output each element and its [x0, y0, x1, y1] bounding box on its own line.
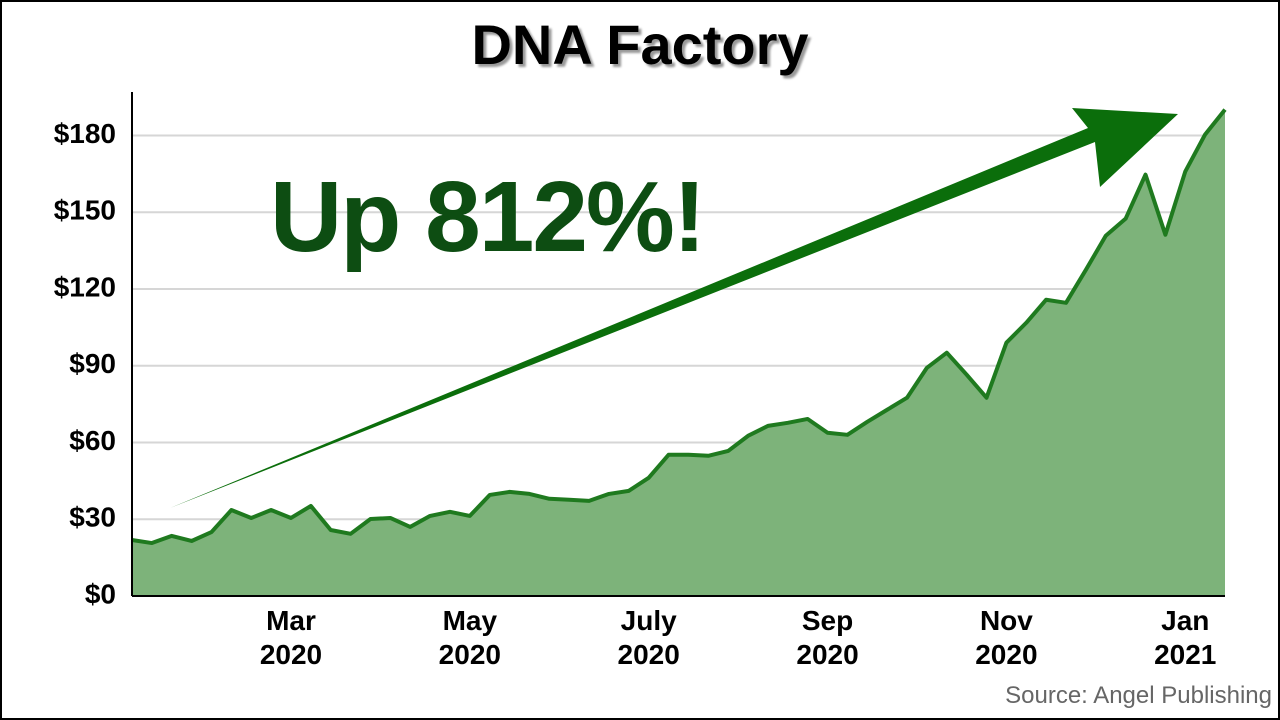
y-tick-label: $120: [54, 271, 116, 302]
area: [132, 109, 1225, 596]
y-tick-label: $90: [69, 348, 116, 379]
y-tick-label: $30: [69, 502, 116, 533]
y-tick-label: $60: [69, 425, 116, 456]
line: [131, 108, 1227, 546]
annotation: Up 812%!: [270, 161, 706, 273]
x-tick-label: Jan 2021: [1154, 605, 1217, 670]
chart-title: DNA Factory: [471, 13, 809, 76]
y-tick-label: $0: [85, 578, 116, 609]
y-tick-label: $150: [54, 195, 116, 226]
source: Source: Angel Publishing: [1005, 682, 1272, 709]
x-tick-label: Nov 2020: [975, 605, 1038, 670]
x-tick-label: Mar 2020: [259, 605, 323, 670]
y-tick-label: $180: [54, 118, 116, 149]
x-tick-label: July 2020: [617, 605, 680, 670]
x-tick-label: Sep 2020: [796, 605, 859, 670]
x-tick-label: May 2020: [438, 605, 501, 670]
trend-arrow: [170, 108, 1178, 508]
